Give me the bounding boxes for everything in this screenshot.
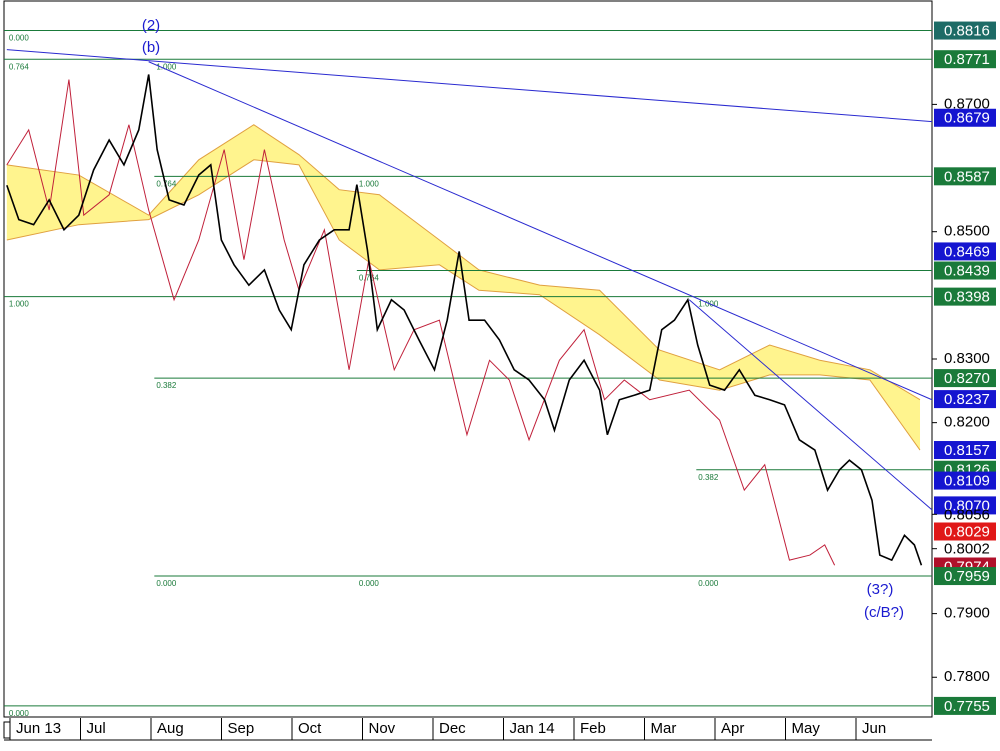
- price-marker: [934, 261, 996, 280]
- fib-tag: 0.000: [9, 34, 30, 43]
- price-marker-label: 0.7959: [944, 568, 990, 585]
- price-marker-label: 0.8029: [944, 523, 990, 540]
- price-marker: [934, 471, 996, 490]
- x-tick-label: Oct: [298, 720, 322, 737]
- trendline: [6, 49, 933, 123]
- fib-tag: 0.382: [156, 381, 177, 390]
- fib-tag: 0.000: [698, 579, 719, 588]
- x-tick-label: Jun: [862, 720, 886, 737]
- x-tick-label: Aug: [157, 720, 184, 737]
- x-tick-label: Nov: [369, 720, 396, 737]
- fib-tag: 0.764: [9, 62, 30, 71]
- trendline: [688, 299, 933, 511]
- price-marker-label: 0.8070: [944, 497, 990, 514]
- price-marker: [934, 441, 996, 460]
- price-marker: [934, 287, 996, 306]
- fib-tag: 0.000: [359, 579, 380, 588]
- y-tick-label: 0.8300: [944, 350, 990, 367]
- trendline: [148, 61, 933, 401]
- x-tick-label: Jan 14: [510, 720, 555, 737]
- price-marker-label: 0.8237: [944, 391, 990, 408]
- x-tick-label: Feb: [580, 720, 606, 737]
- price-marker-label: 0.8439: [944, 262, 990, 279]
- y-tick-label: 0.8700: [944, 95, 990, 112]
- y-tick-label: 0.8500: [944, 223, 990, 240]
- wave-label: (b): [142, 39, 160, 56]
- price-marker-label: 0.7755: [944, 698, 990, 715]
- price-marker-label: 0.8002: [944, 541, 990, 558]
- price-marker-label: 0.8270: [944, 370, 990, 387]
- fib-tag: 1.000: [698, 300, 719, 309]
- lagging-line: [6, 79, 836, 566]
- x-tick-label: Apr: [721, 720, 744, 737]
- y-tick-label: 0.7900: [944, 605, 990, 622]
- wave-label: (2): [142, 17, 160, 34]
- x-tick-label: Jul: [87, 720, 106, 737]
- y-tick-label: 0.7800: [944, 668, 990, 685]
- fib-tag: 0.764: [359, 274, 380, 283]
- price-marker: [934, 369, 996, 388]
- price-marker: [934, 242, 996, 261]
- price-marker-label: 0.8679: [944, 110, 990, 127]
- price-marker-label: 0.8587: [944, 168, 990, 185]
- price-marker-label: 0.8816: [944, 23, 990, 40]
- fib-tag: 0.382: [698, 473, 719, 482]
- price-marker: [934, 50, 996, 69]
- y-tick-label: 0.8200: [944, 414, 990, 431]
- price-marker-label: 0.8771: [944, 51, 990, 68]
- price-marker: [934, 21, 996, 40]
- price-line: [6, 74, 923, 566]
- price-marker: [934, 696, 996, 715]
- fib-tag: 0.764: [156, 179, 177, 188]
- wave-label: (c/B?): [864, 604, 904, 621]
- price-marker: [934, 496, 996, 515]
- price-marker-label: 0.8056: [944, 506, 990, 523]
- fib-tag: 0.000: [9, 709, 30, 718]
- x-tick-label: May: [792, 720, 821, 737]
- x-tick-label: Sep: [228, 720, 255, 737]
- price-marker-label: 0.8398: [944, 289, 990, 306]
- price-marker: [934, 522, 996, 541]
- x-tick-label: Dec: [439, 720, 466, 737]
- price-marker-label: 0.8469: [944, 243, 990, 260]
- price-marker: [934, 567, 996, 586]
- price-marker: [934, 390, 996, 409]
- price-marker-label: 0.8157: [944, 442, 990, 459]
- price-marker-label: 0.8109: [944, 473, 990, 490]
- fib-tag: 1.000: [359, 179, 380, 188]
- fib-tag: 1.000: [9, 300, 30, 309]
- cloud: [6, 124, 921, 451]
- fib-tag: 1.000: [156, 62, 177, 71]
- cloud-lower: [6, 159, 921, 451]
- x-tick-label: Jun 13: [16, 720, 61, 737]
- price-marker: [934, 108, 996, 127]
- wave-label: (3?): [867, 581, 894, 598]
- price-marker: [934, 167, 996, 186]
- x-tick-label: Mar: [651, 720, 677, 737]
- fib-tag: 0.000: [156, 579, 177, 588]
